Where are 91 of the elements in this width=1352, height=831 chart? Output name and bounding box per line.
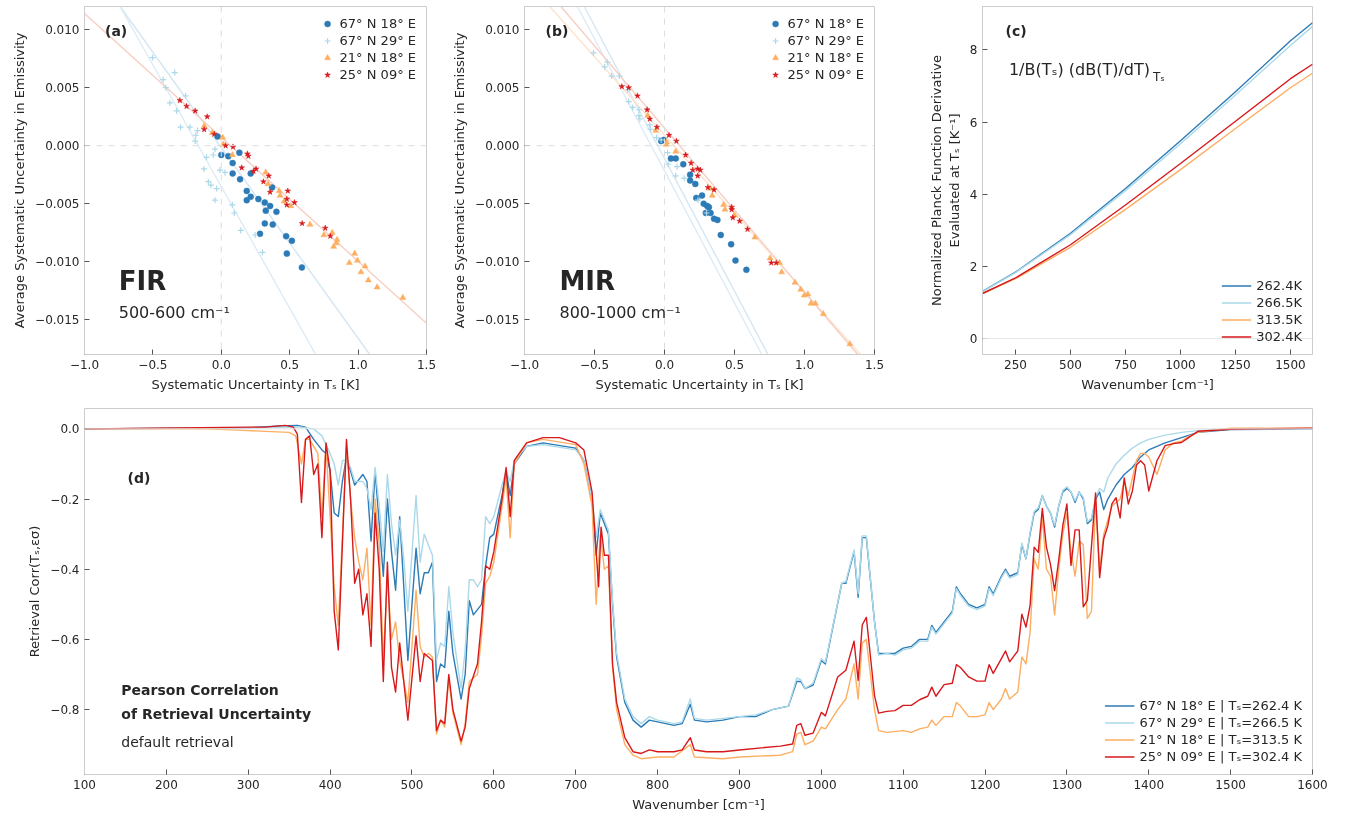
x-tick-label: 1500 (1215, 777, 1246, 792)
y-tick-label: −0.2 (50, 492, 80, 507)
x-tick-label: 1.5 (416, 357, 437, 372)
x-tick-label: 250 (1004, 357, 1027, 372)
legend-label: 302.4K (1256, 329, 1302, 344)
annotation: Pearson Correlation (121, 682, 279, 699)
legend-label: 67° N 18° E (339, 16, 416, 31)
y-axis-title: Average Systematic Uncertainty in Emissivity (12, 32, 28, 329)
y-tick-label: 8 (969, 43, 978, 58)
annotation: of Retrieval Uncertainty (121, 706, 312, 723)
y-tick-label: −0.015 (35, 313, 80, 328)
x-axis-title: Wavenumber [cm⁻¹] (1081, 376, 1214, 392)
x-tick-label: 300 (236, 777, 260, 792)
annotation: (a) (105, 22, 128, 39)
x-tick-label: 1.0 (794, 357, 815, 372)
annotation: default retrieval (121, 733, 234, 750)
legend-label: 67° N 18° E | Tₛ=262.4 K (1139, 698, 1302, 713)
y-axis-title: Retrieval Corr(Tₛ,εσ) (27, 525, 43, 658)
x-tick-label: 800 (646, 777, 670, 792)
x-tick-label: −0.5 (138, 357, 168, 372)
legend-label: 262.4K (1256, 278, 1302, 293)
x-tick-label: −0.5 (579, 357, 610, 372)
x-tick-label: 700 (564, 777, 588, 792)
annotation: (b) (545, 22, 569, 39)
y-tick-label: 4 (969, 187, 978, 202)
x-tick-label: 1600 (1297, 777, 1328, 792)
x-tick-label: 0.5 (724, 357, 745, 372)
x-axis-title: Wavenumber [cm⁻¹] (632, 796, 765, 812)
x-axis-title: Systematic Uncertainty in Tₛ [K] (151, 376, 360, 392)
x-tick-label: 1200 (969, 777, 1001, 792)
y-tick-label: −0.005 (35, 197, 80, 212)
x-tick-label: 200 (154, 777, 178, 792)
legend-label: 67° N 18° E (787, 16, 864, 31)
x-axis-title: Systematic Uncertainty in Tₛ [K] (595, 376, 804, 392)
x-tick-label: 1.5 (864, 357, 885, 372)
x-tick-label: 1000 (806, 777, 837, 792)
x-tick-label: −1.0 (509, 357, 540, 372)
y-tick-label: 0.000 (485, 139, 520, 154)
x-tick-label: 1500 (1275, 357, 1306, 372)
y-axis-title: Normalized Planck Function Derivative Evaluated at Tₛ [K⁻¹] (928, 55, 962, 306)
legend-label: 21° N 18° E (339, 50, 416, 65)
legend-label: 21° N 18° E (787, 50, 864, 65)
x-tick-label: 900 (727, 777, 751, 792)
x-tick-label: 500 (1059, 357, 1082, 372)
y-tick-label: 0.005 (45, 81, 80, 96)
x-tick-label: 0.5 (280, 357, 300, 372)
x-tick-label: 1100 (887, 777, 919, 792)
y-tick-label: 0 (969, 332, 978, 347)
legend-label: 266.5K (1256, 295, 1302, 310)
y-axis-title: Average Systematic Uncertainty in Emissivity (452, 32, 468, 329)
x-tick-label: 750 (1114, 357, 1137, 372)
y-tick-label: 0.010 (485, 23, 520, 38)
x-tick-label: 100 (73, 777, 96, 792)
x-tick-label: 1400 (1133, 777, 1165, 792)
y-tick-label: −0.005 (475, 197, 520, 212)
x-tick-label: 1000 (1165, 357, 1196, 372)
x-tick-label: −1.0 (69, 357, 100, 372)
y-tick-label: −0.010 (475, 255, 520, 270)
legend-label: 25° N 09° E | Tₛ=302.4 K (1139, 749, 1302, 764)
y-tick-label: 0.000 (45, 139, 80, 154)
y-tick-label: −0.6 (50, 632, 80, 647)
y-tick-label: −0.015 (475, 313, 520, 328)
legend-label: 67° N 29° E | Tₛ=266.5 K (1139, 715, 1302, 730)
y-tick-label: 2 (969, 259, 978, 274)
legend-label: 21° N 18° E | Tₛ=313.5 K (1139, 732, 1302, 747)
x-tick-label: 400 (318, 777, 342, 792)
y-tick-label: −0.8 (50, 703, 80, 718)
y-tick-label: 0.010 (45, 23, 80, 38)
annotation: 800-1000 cm⁻¹ (559, 303, 681, 323)
y-tick-label: 6 (969, 115, 978, 130)
annotation: (d) (127, 470, 151, 487)
y-tick-label: 0.005 (485, 81, 520, 96)
y-tick-label: 0.0 (60, 422, 80, 437)
x-tick-label: 600 (482, 777, 506, 792)
x-tick-label: 0.0 (211, 357, 231, 372)
legend-label: 67° N 29° E (339, 33, 416, 48)
annotation: MIR (559, 266, 616, 297)
x-tick-label: 1300 (1051, 777, 1083, 792)
legend-label: 25° N 09° E (787, 67, 864, 82)
x-tick-label: 500 (400, 777, 424, 792)
y-tick-label: −0.4 (50, 562, 80, 577)
legend-label: 67° N 29° E (787, 33, 864, 48)
legend-label: 25° N 09° E (339, 67, 416, 82)
annotation: FIR (118, 266, 167, 297)
legend-label: 313.5K (1256, 312, 1302, 327)
annotation: 500-600 cm⁻¹ (118, 303, 230, 323)
y-tick-label: −0.010 (35, 255, 80, 270)
x-tick-label: 1250 (1220, 357, 1251, 372)
annotation: (c) (1005, 22, 1027, 39)
x-tick-label: 1.0 (348, 357, 368, 372)
x-tick-label: 0.0 (654, 357, 675, 372)
